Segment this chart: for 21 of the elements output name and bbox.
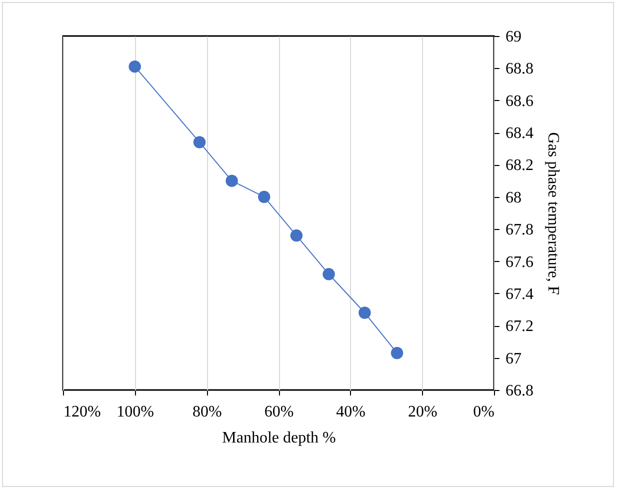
y-axis-title: Gas phase temperature, F: [544, 132, 562, 295]
y-tick-label: 67.8: [506, 222, 534, 239]
x-axis-title: Manhole depth %: [222, 430, 336, 446]
y-tick-label: 68.4: [506, 125, 534, 142]
y-tick-label: 68.2: [506, 157, 534, 174]
x-tick-label: 80%: [192, 404, 222, 420]
x-tick-label: 60%: [264, 404, 294, 420]
y-tick-label: 66.8: [506, 382, 534, 400]
y-tick-label: 67: [506, 350, 522, 368]
y-tick-label: 68.6: [506, 92, 534, 110]
x-tick-label: 120%: [64, 404, 101, 420]
x-tick-label: 100%: [116, 404, 154, 420]
y-tick-label: 68.8: [506, 60, 534, 78]
x-tick-label: 20%: [408, 404, 438, 420]
x-tick-label: 40%: [336, 404, 366, 420]
x-tick-label: 0%: [473, 404, 494, 420]
y-tick-label: 68: [506, 189, 522, 206]
y-tick-label: 67.4: [506, 286, 534, 303]
y-tick-label: 67.2: [506, 318, 534, 336]
y-tick-label: 69: [506, 28, 522, 46]
y-tick-label: 67.6: [506, 254, 534, 271]
